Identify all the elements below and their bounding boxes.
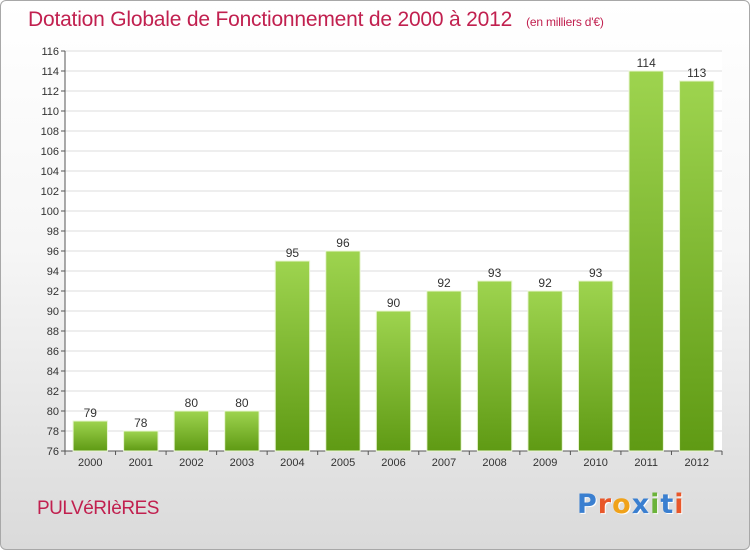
y-tick-label: 102 xyxy=(41,186,59,198)
y-tick-label: 116 xyxy=(41,46,59,58)
bar xyxy=(274,260,311,452)
bar-value-label: 93 xyxy=(488,266,502,280)
y-tick-label: 92 xyxy=(47,286,59,298)
logo-letter: P xyxy=(577,489,598,520)
bar xyxy=(527,290,563,452)
y-tick-label: 104 xyxy=(41,166,59,178)
logo-letter: r xyxy=(597,489,613,520)
x-tick-label: 2002 xyxy=(179,457,203,469)
chart-title: Dotation Globale de Fonctionnement de 20… xyxy=(28,8,604,32)
bar xyxy=(325,250,361,452)
y-tick-label: 112 xyxy=(41,86,59,98)
y-tick-label: 94 xyxy=(47,266,59,278)
y-tick-label: 90 xyxy=(47,306,59,318)
bar xyxy=(426,290,462,452)
bar-value-label: 92 xyxy=(538,276,552,290)
y-tick-label: 84 xyxy=(47,366,59,378)
logo-letter: i xyxy=(674,489,685,520)
x-tick-label: 2006 xyxy=(381,457,405,469)
x-tick-label: 2005 xyxy=(331,457,355,469)
x-tick-label: 2000 xyxy=(78,457,102,469)
x-tick-label: 2011 xyxy=(634,457,658,469)
bar-value-label: 95 xyxy=(286,246,300,260)
y-tick-label: 98 xyxy=(47,226,59,238)
x-tick-label: 2009 xyxy=(533,457,557,469)
y-tick-label: 114 xyxy=(41,66,59,78)
proxiti-logo[interactable]: Proxiti xyxy=(577,489,685,520)
y-tick-label: 100 xyxy=(41,206,59,218)
bar-value-label: 79 xyxy=(84,406,98,420)
y-tick-label: 96 xyxy=(47,246,59,258)
bar xyxy=(375,310,412,452)
bar-value-label: 96 xyxy=(336,236,350,250)
logo-letter: o xyxy=(612,489,632,520)
y-tick-label: 108 xyxy=(41,126,59,138)
bar xyxy=(679,80,715,452)
logo-letter: i xyxy=(650,489,661,520)
logo-letter: x xyxy=(631,489,651,520)
bar-value-label: 90 xyxy=(387,296,401,310)
x-tick-label: 2004 xyxy=(280,457,304,469)
bar-value-label: 80 xyxy=(185,396,199,410)
y-tick-label: 88 xyxy=(47,326,59,338)
y-tick-label: 76 xyxy=(47,446,59,458)
y-tick-label: 78 xyxy=(47,426,59,438)
chart-subtitle: (en milliers d'€) xyxy=(526,15,604,29)
bar-value-label: 78 xyxy=(134,416,148,430)
bar-value-label: 114 xyxy=(637,56,656,70)
bar xyxy=(577,280,614,452)
logo-letter: t xyxy=(660,489,675,520)
y-tick-label: 106 xyxy=(41,146,59,158)
y-tick-label: 110 xyxy=(41,106,59,118)
x-tick-label: 2003 xyxy=(230,457,254,469)
bar-value-label: 80 xyxy=(235,396,249,410)
bar-value-label: 113 xyxy=(687,66,706,80)
x-tick-label: 2008 xyxy=(482,457,506,469)
y-tick-label: 80 xyxy=(47,406,59,418)
x-tick-label: 2010 xyxy=(583,457,607,469)
y-tick-label: 82 xyxy=(47,386,59,398)
bar xyxy=(224,410,260,452)
y-tick-label: 86 xyxy=(47,346,59,358)
x-tick-label: 2007 xyxy=(432,457,456,469)
bar xyxy=(72,420,108,452)
commune-name: PULVéRIèRES xyxy=(37,498,159,519)
bar xyxy=(173,410,210,452)
x-tick-label: 2012 xyxy=(684,457,708,469)
bar xyxy=(123,430,159,452)
bar-value-label: 92 xyxy=(437,276,451,290)
bar-value-label: 93 xyxy=(589,266,603,280)
bar xyxy=(476,280,513,452)
bar xyxy=(628,70,664,452)
chart-title-text: Dotation Globale de Fonctionnement de 20… xyxy=(28,8,513,31)
x-tick-label: 2001 xyxy=(129,457,153,469)
